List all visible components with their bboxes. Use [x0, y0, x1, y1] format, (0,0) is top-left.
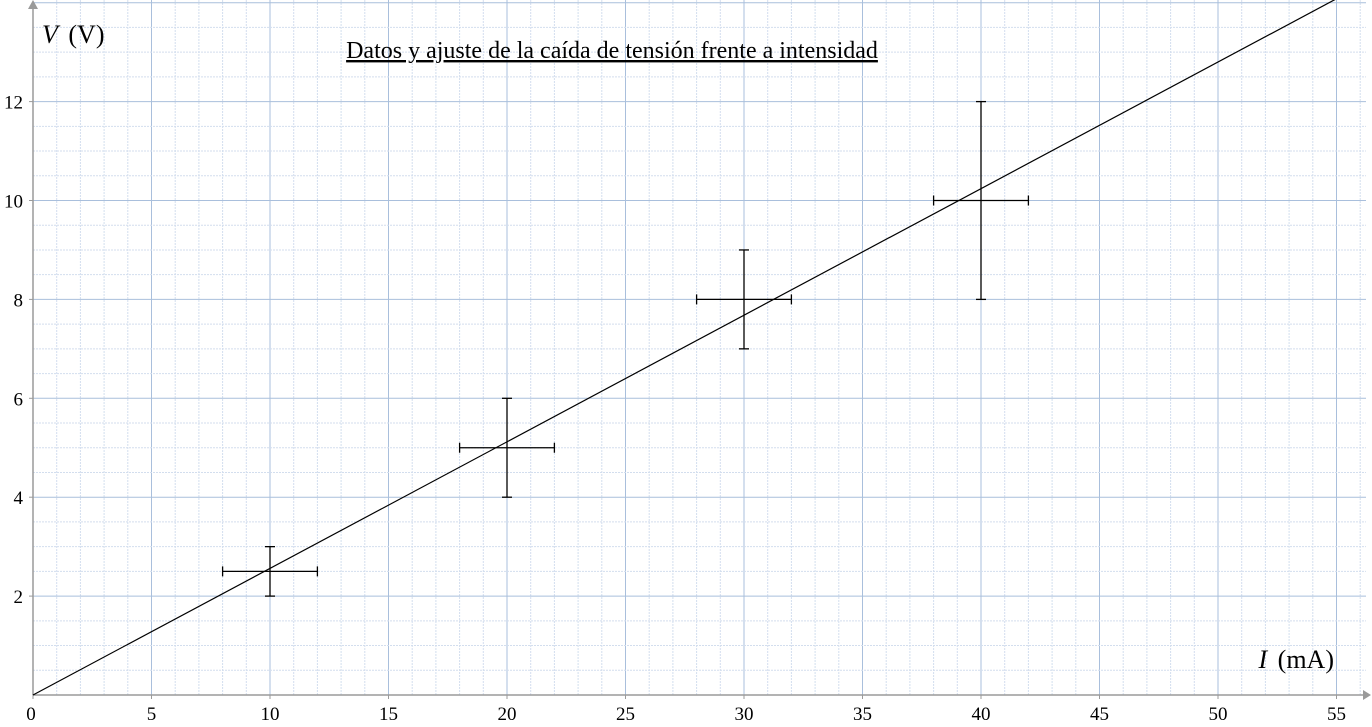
- y-axis-arrow-icon: [28, 0, 38, 9]
- axes: [28, 0, 1371, 700]
- x-tick-label: 0: [26, 704, 36, 725]
- data-point: [932, 100, 1030, 301]
- y-tick-label: 12: [4, 93, 23, 114]
- x-tick-label: 50: [1209, 704, 1228, 725]
- x-tick-label: 30: [735, 704, 754, 725]
- fit-line: [32, 0, 1336, 696]
- y-tick-label: 6: [14, 389, 24, 410]
- data-point: [458, 397, 556, 498]
- y-axis-unit: (V): [68, 20, 104, 49]
- data-point: [695, 249, 793, 350]
- x-tick-label: 25: [616, 704, 635, 725]
- x-tick-label: 10: [261, 704, 280, 725]
- x-axis-symbol: I: [1258, 645, 1269, 674]
- data-points: [221, 100, 1030, 597]
- y-tick-label: 4: [14, 488, 24, 509]
- y-tick-label: 8: [14, 290, 24, 311]
- chart-title: Datos y ajuste de la caída de tensión fr…: [346, 38, 878, 64]
- data-point: [221, 546, 319, 597]
- grid: [33, 0, 1366, 695]
- x-tick-label: 40: [972, 704, 991, 725]
- y-tick-labels: 2 4 6 8 10 12: [4, 93, 33, 608]
- x-tick-label: 35: [853, 704, 872, 725]
- y-axis-symbol: V: [42, 20, 61, 49]
- y-axis-label: V (V): [42, 20, 104, 49]
- x-tick-label: 55: [1327, 704, 1346, 725]
- x-tick-label: 15: [379, 704, 398, 725]
- x-axis-label: I (mA): [1258, 645, 1335, 674]
- x-tick-label: 45: [1090, 704, 1109, 725]
- x-tick-label: 20: [498, 704, 517, 725]
- x-tick-labels: 0 5 10 15 20 25 30 35 40 45 50 55: [26, 695, 1346, 725]
- x-axis-arrow-icon: [1363, 690, 1371, 700]
- x-axis-unit: (mA): [1278, 645, 1334, 674]
- y-tick-label: 2: [14, 587, 24, 608]
- y-tick-label: 10: [4, 192, 23, 213]
- x-tick-label: 5: [147, 704, 157, 725]
